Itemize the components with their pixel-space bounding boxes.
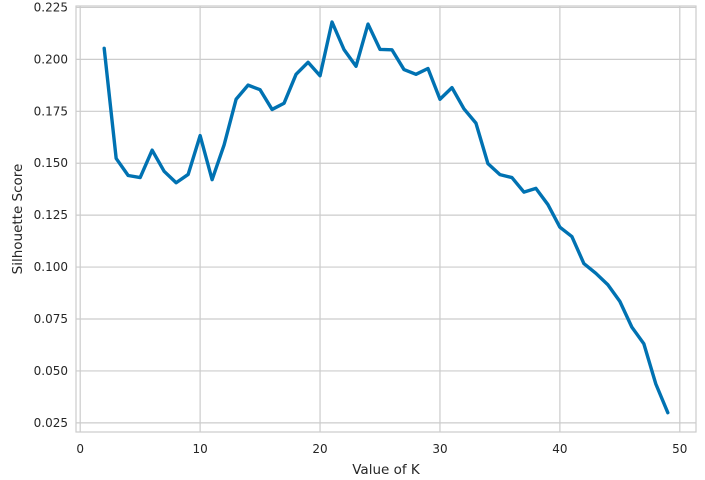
x-tick-label: 0: [76, 442, 84, 456]
x-tick-label: 40: [552, 442, 567, 456]
x-axis-title: Value of K: [352, 462, 421, 478]
series-line: [102, 20, 670, 415]
y-tick-label: 0.125: [34, 208, 68, 222]
x-tick-label: 50: [672, 442, 687, 456]
y-tick-label: 0.075: [34, 312, 68, 326]
y-tick-label: 0.025: [34, 416, 68, 430]
x-tick-label: 20: [312, 442, 327, 456]
y-tick-label: 0.200: [34, 52, 68, 66]
y-tick-label: 0.100: [34, 260, 68, 274]
y-axis: 0.025 0.050 0.075 0.100 0.125 0.150 0.175 0.200…: [34, 0, 68, 429]
y-tick-label: 0.225: [34, 0, 68, 14]
grid-lines: [76, 6, 696, 432]
y-tick-label: 0.050: [34, 364, 68, 378]
plot-area: [75, 5, 697, 433]
y-tick-label: 0.150: [34, 156, 68, 170]
y-axis-title: Silhouette Score: [10, 164, 26, 275]
x-axis: 0 10 20 30 40 50: [76, 442, 687, 456]
x-tick-label: 30: [432, 442, 447, 456]
y-tick-label: 0.175: [34, 104, 68, 118]
x-tick-label: 10: [192, 442, 207, 456]
